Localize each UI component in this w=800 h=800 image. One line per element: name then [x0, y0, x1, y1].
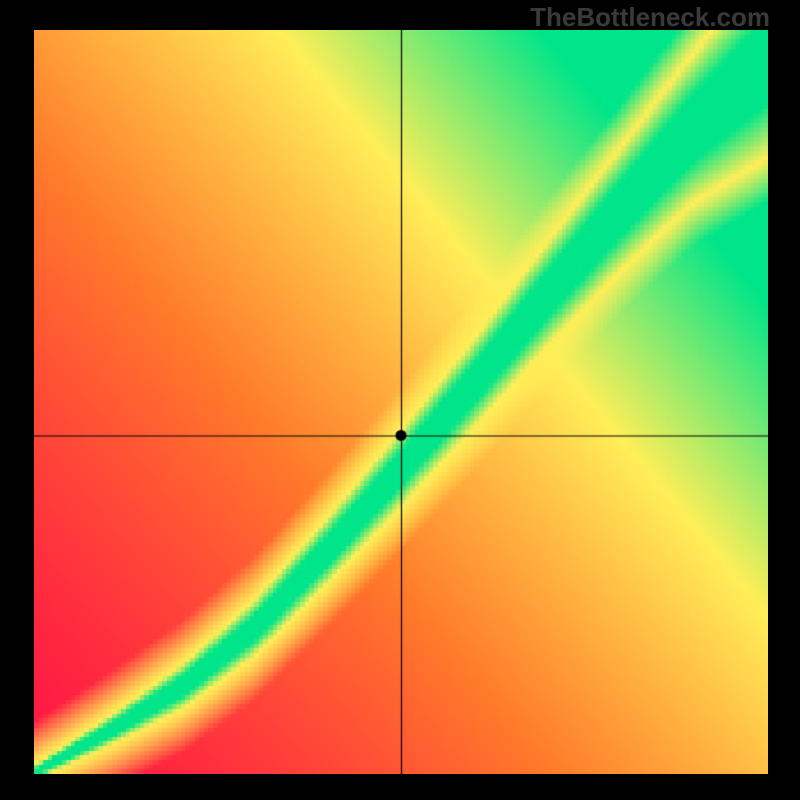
watermark-text: TheBottleneck.com [530, 2, 770, 33]
chart-container: TheBottleneck.com [0, 0, 800, 800]
bottleneck-heatmap [34, 30, 768, 774]
